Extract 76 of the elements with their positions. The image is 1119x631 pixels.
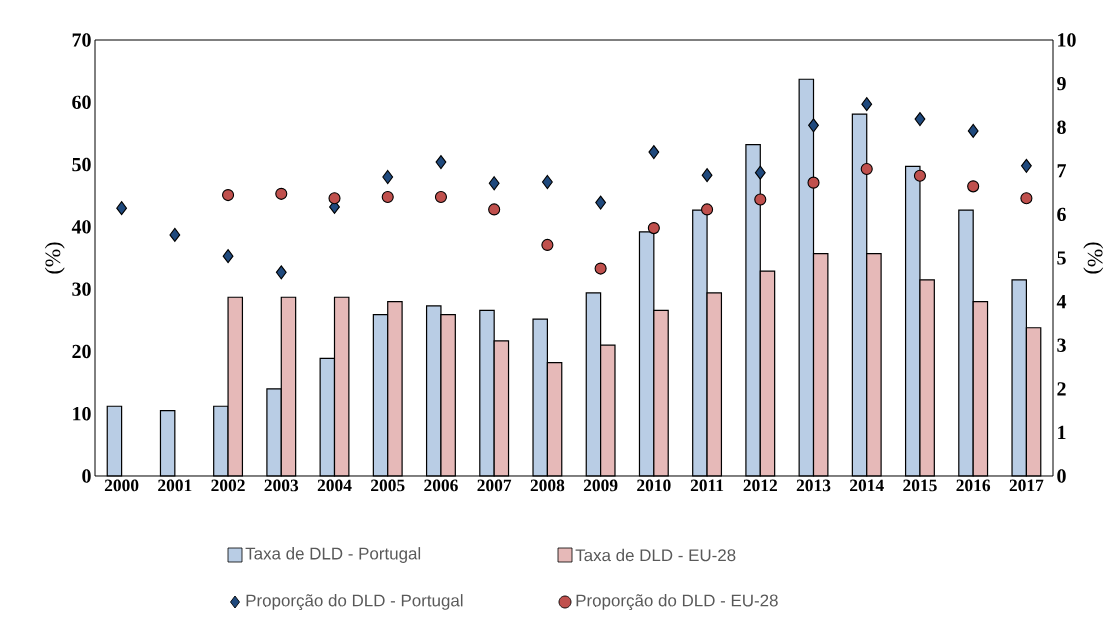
y2-tick-label: 4 bbox=[1056, 295, 1067, 309]
y2-tick-label: 10 bbox=[1058, 33, 1076, 47]
point bbox=[488, 203, 501, 216]
point bbox=[381, 190, 394, 204]
point bbox=[541, 174, 553, 190]
x-tick-label: 2012 bbox=[743, 479, 777, 492]
point bbox=[275, 265, 287, 280]
x-tick-label: 2001 bbox=[158, 479, 192, 492]
point bbox=[754, 193, 767, 206]
point bbox=[328, 192, 341, 205]
y-tick-label: 40 bbox=[71, 220, 91, 234]
point bbox=[275, 187, 288, 200]
y-tick-label: 60 bbox=[72, 95, 91, 109]
x-tick-label: 2013 bbox=[796, 479, 831, 492]
y2-axis-title: (%) bbox=[1083, 242, 1104, 274]
legend-label: Taxa de DLD - EU-28 bbox=[575, 548, 736, 562]
point bbox=[1020, 158, 1032, 173]
point bbox=[222, 249, 234, 264]
y2-tick-label: 8 bbox=[1057, 120, 1066, 134]
x-tick-label: 2016 bbox=[956, 479, 991, 492]
x-tick-label: 2003 bbox=[264, 479, 299, 492]
point bbox=[594, 262, 607, 275]
point bbox=[116, 201, 128, 216]
x-tick-label: 2008 bbox=[530, 479, 565, 492]
point bbox=[488, 176, 500, 191]
point bbox=[967, 123, 979, 138]
legend-label: Proporção do DLD - EU-28 bbox=[576, 594, 778, 610]
y2-tick-label: 0 bbox=[1057, 469, 1066, 483]
y-tick-label: 10 bbox=[73, 406, 91, 421]
point bbox=[647, 222, 660, 235]
point bbox=[1020, 192, 1033, 205]
y-axis-title: (%) bbox=[44, 242, 65, 274]
point bbox=[808, 118, 819, 133]
y-tick-label: 70 bbox=[72, 33, 91, 47]
point bbox=[701, 203, 714, 216]
x-tick-label: 2014 bbox=[850, 479, 884, 492]
point bbox=[807, 176, 820, 189]
x-tick-label: 2004 bbox=[317, 479, 352, 492]
y-tick-label: 0 bbox=[82, 469, 91, 483]
point bbox=[382, 169, 394, 185]
point bbox=[541, 238, 554, 251]
point bbox=[435, 155, 447, 170]
point bbox=[169, 227, 181, 242]
y-tick-label: 50 bbox=[72, 157, 91, 172]
x-tick-label: 2000 bbox=[104, 479, 139, 492]
point bbox=[434, 190, 447, 204]
y2-tick-label: 6 bbox=[1057, 207, 1066, 222]
x-tick-label: 2017 bbox=[1009, 479, 1044, 492]
point bbox=[861, 97, 873, 112]
y2-tick-label: 3 bbox=[1057, 338, 1066, 352]
point bbox=[967, 180, 980, 193]
point bbox=[913, 169, 927, 182]
y2-tick-label: 7 bbox=[1057, 164, 1066, 178]
legend-label: Proporção do DLD - Portugal bbox=[246, 594, 463, 610]
legend-label: Taxa de DLD - Portugal bbox=[245, 547, 421, 563]
point bbox=[595, 195, 607, 210]
x-tick-label: 2007 bbox=[477, 479, 512, 492]
y2-tick-label: 1 bbox=[1058, 425, 1066, 439]
point bbox=[754, 165, 766, 180]
x-tick-label: 2015 bbox=[903, 479, 937, 492]
x-tick-label: 2002 bbox=[211, 479, 245, 492]
x-tick-label: 2006 bbox=[424, 479, 458, 492]
x-tick-label: 2011 bbox=[690, 479, 724, 492]
x-tick-label: 2005 bbox=[371, 479, 405, 492]
y-tick-label: 30 bbox=[72, 282, 91, 296]
point bbox=[914, 112, 926, 127]
point bbox=[860, 162, 873, 175]
x-tick-label: 2010 bbox=[637, 479, 671, 492]
point bbox=[648, 145, 660, 160]
y2-tick-label: 2 bbox=[1057, 382, 1066, 396]
x-tick-label: 2009 bbox=[583, 479, 618, 492]
y-tick-label: 20 bbox=[72, 344, 91, 359]
y2-tick-label: 9 bbox=[1057, 76, 1066, 91]
point bbox=[701, 168, 713, 183]
point bbox=[222, 189, 235, 202]
y2-tick-label: 5 bbox=[1057, 251, 1066, 265]
